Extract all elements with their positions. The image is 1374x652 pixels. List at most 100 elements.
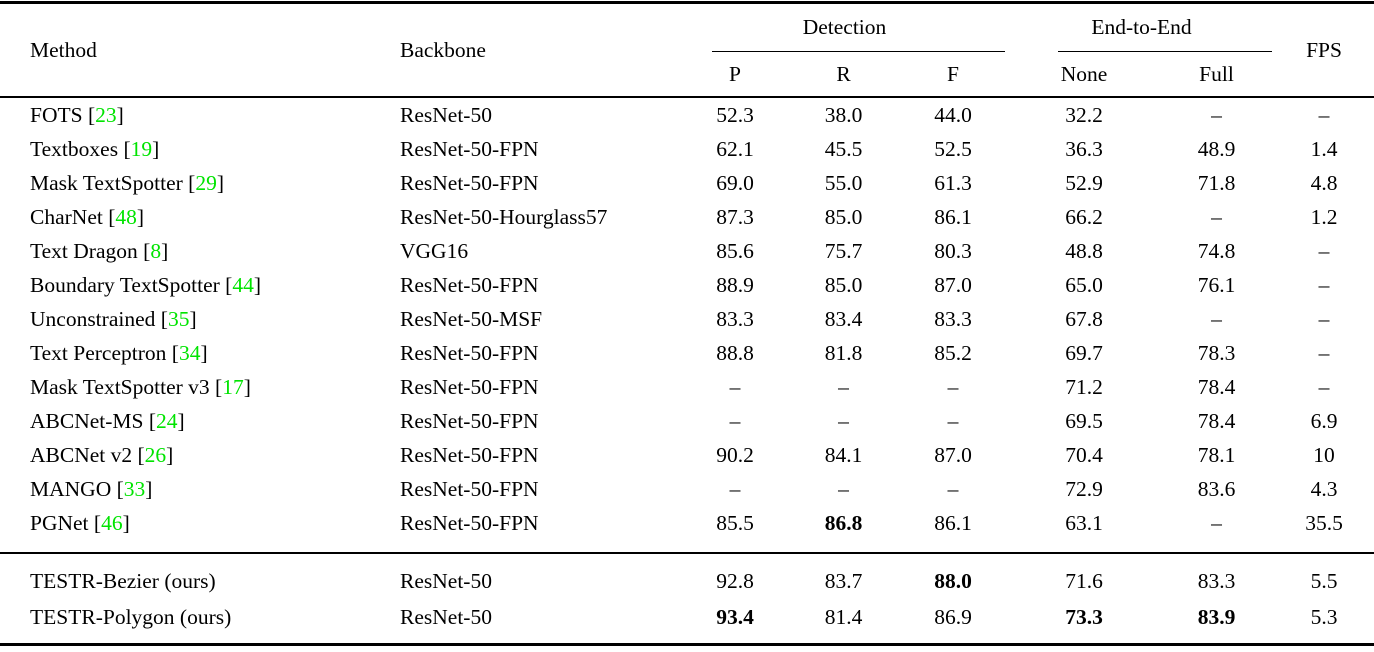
- recall-cell: 83.4: [824, 306, 863, 331]
- citation-link[interactable]: 29: [195, 170, 217, 195]
- recall-cell: 75.7: [824, 238, 863, 263]
- method-name: Unconstrained: [30, 306, 156, 331]
- column-header-backbone: Backbone: [400, 37, 486, 62]
- fscore-cell: 86.9: [934, 604, 972, 629]
- recall-cell: 84.1: [824, 442, 863, 467]
- table-row: ABCNet-MS [24] ResNet-50-FPN – – – 69.5 78.4 6.…: [0, 404, 1374, 438]
- fps-cell: –: [1318, 374, 1330, 399]
- method-name: CharNet: [30, 204, 103, 229]
- citation-link[interactable]: 24: [156, 408, 178, 433]
- column-header-recall: R: [836, 61, 851, 86]
- fps-cell: –: [1318, 238, 1330, 263]
- citation-link[interactable]: 46: [101, 510, 123, 535]
- fscore-cell: 86.1: [934, 204, 972, 229]
- e2e-full-cell: 78.3: [1197, 340, 1236, 365]
- citation-link[interactable]: 8: [150, 238, 162, 263]
- fps-cell: 4.8: [1310, 170, 1338, 195]
- fscore-cell: 88.0: [897, 552, 1009, 599]
- fps-cell: 5.3: [1310, 604, 1338, 629]
- backbone-cell: ResNet-50-FPN: [400, 136, 539, 161]
- citation-link[interactable]: 44: [232, 272, 254, 297]
- e2e-full-cell: 83.3: [1159, 552, 1274, 599]
- backbone-cell: ResNet-50-FPN: [400, 510, 539, 535]
- method-cell: TESTR-Polygon (ours): [0, 599, 370, 645]
- method-name: Text Perceptron: [30, 340, 167, 365]
- citation-link[interactable]: 34: [178, 340, 201, 365]
- recall-cell: 81.4: [824, 604, 863, 629]
- backbone-cell: ResNet-50-FPN: [400, 340, 539, 365]
- precision-cell: 62.1: [716, 136, 754, 161]
- method-cell: Unconstrained [35]: [30, 306, 197, 331]
- e2e-full-cell: 76.1: [1197, 272, 1236, 297]
- recall-cell: 85.0: [824, 204, 863, 229]
- detection-group-rule: [712, 50, 1005, 52]
- table-row: FOTS [23] ResNet-50 52.3 38.0 44.0 32.2 – –: [0, 97, 1374, 132]
- recall-cell: 38.0: [824, 102, 863, 127]
- table-row: Text Perceptron [34] ResNet-50-FPN 88.8 81.…: [0, 336, 1374, 370]
- recall-cell: 45.5: [824, 136, 863, 161]
- column-header-method: Method: [30, 37, 97, 62]
- precision-cell: 52.3: [716, 102, 754, 127]
- column-header-fscore: F: [947, 61, 959, 86]
- method-cell: Text Perceptron [34]: [30, 340, 208, 365]
- method-cell: ABCNet-MS [24]: [30, 408, 185, 433]
- column-header-none: None: [1060, 61, 1108, 86]
- fscore-cell: 85.2: [934, 340, 972, 365]
- e2e-none-cell: 48.8: [1065, 238, 1103, 263]
- backbone-cell: ResNet-50-FPN: [400, 272, 539, 297]
- fscore-cell: 44.0: [934, 102, 972, 127]
- citation-link[interactable]: 23: [95, 102, 117, 127]
- e2e-none-cell: 63.1: [1065, 510, 1103, 535]
- column-header-full: Full: [1199, 61, 1234, 86]
- precision-cell: 87.3: [716, 204, 754, 229]
- detection-group-label: Detection: [802, 15, 887, 39]
- method-name: Boundary TextSpotter: [30, 272, 220, 297]
- e2e-full-cell: –: [1211, 306, 1222, 331]
- method-cell: Mask TextSpotter [29]: [30, 170, 224, 195]
- fps-cell: 1.4: [1310, 136, 1338, 161]
- table-body: FOTS [23] ResNet-50 52.3 38.0 44.0 32.2– – Text…: [0, 97, 1374, 645]
- method-name: PGNet: [30, 510, 89, 535]
- citation-link[interactable]: 33: [123, 476, 146, 501]
- e2e-none-cell: 66.2: [1065, 204, 1103, 229]
- fps-cell: 4.3: [1310, 476, 1338, 501]
- column-group-end-to-end: End-to-End: [1009, 3, 1274, 52]
- e2e-full-cell: 71.8: [1197, 170, 1236, 195]
- method-cell: CharNet [48]: [30, 204, 145, 229]
- method-name: FOTS: [30, 102, 83, 127]
- e2e-none-cell: 71.6: [1009, 552, 1159, 599]
- method-cell: Textboxes [19]: [30, 136, 160, 161]
- citation-link[interactable]: 35: [167, 306, 190, 331]
- table-row: Text Dragon [8] VGG16 85.6 75.7 80.3 48.8 74.8…: [0, 234, 1374, 268]
- method-name: ABCNet v2: [30, 442, 133, 467]
- backbone-cell: ResNet-50-FPN: [400, 374, 539, 399]
- method-name: MANGO: [30, 476, 112, 501]
- column-header-precision: P: [729, 61, 741, 86]
- method-cell: ABCNet v2 [26]: [30, 442, 174, 467]
- fscore-cell: –: [947, 476, 959, 501]
- recall-cell: 83.7: [790, 552, 897, 599]
- fps-cell: 1.2: [1310, 204, 1338, 229]
- e2e-full-cell: 83.9: [1197, 604, 1236, 629]
- precision-cell: 92.8: [680, 552, 790, 599]
- backbone-cell: ResNet-50: [400, 102, 492, 127]
- precision-cell: –: [729, 374, 741, 399]
- e2e-none-cell: 69.7: [1065, 340, 1103, 365]
- fscore-cell: 83.3: [934, 306, 972, 331]
- citation-link[interactable]: 17: [222, 374, 244, 399]
- citation-link[interactable]: 26: [144, 442, 167, 467]
- table-row: Boundary TextSpotter [44] ResNet-50-FPN 88…: [0, 268, 1374, 302]
- recall-cell: –: [838, 476, 849, 501]
- e2e-none-cell: 70.4: [1065, 442, 1103, 467]
- precision-cell: –: [729, 408, 741, 433]
- method-name: TESTR-Bezier (ours): [30, 568, 216, 593]
- precision-cell: 93.4: [716, 604, 754, 629]
- table-row: TESTR-Polygon (ours) ResNet-50 93.4 81.4 86.…: [0, 599, 1374, 645]
- recall-cell: 81.8: [824, 340, 863, 365]
- citation-link[interactable]: 19: [130, 136, 153, 161]
- fscore-cell: 86.1: [934, 510, 972, 535]
- table-row: ABCNet v2 [26] ResNet-50-FPN 90.2 84.1 87.0 7…: [0, 438, 1374, 472]
- table-row: TESTR-Bezier (ours) ResNet-50 92.8 83.7 88.0…: [0, 552, 1374, 599]
- citation-link[interactable]: 48: [115, 204, 137, 229]
